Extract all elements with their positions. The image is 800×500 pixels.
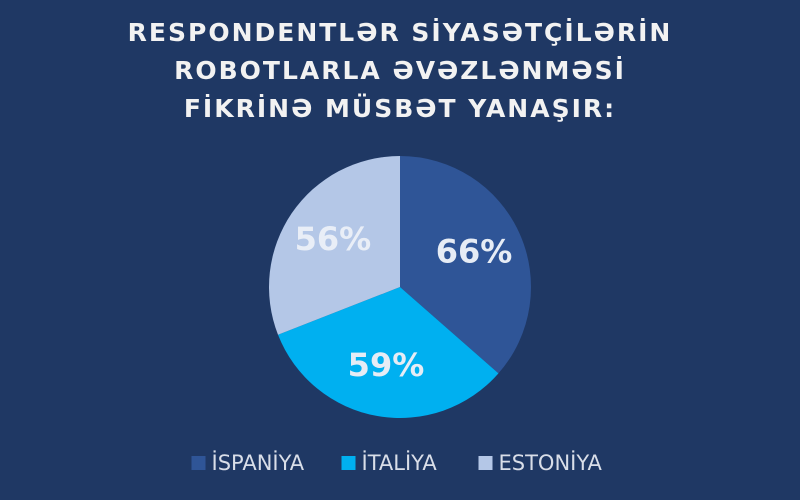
data-label: 59% <box>348 346 425 384</box>
legend-label: İTALİYA <box>362 450 438 475</box>
data-label: 66% <box>436 232 513 270</box>
legend-swatch <box>191 456 206 470</box>
chart-title: RESPONDENTLƏR SİYASƏTÇİLƏRİN ROBOTLARLA … <box>127 18 673 123</box>
legend-label: ESTONİYA <box>499 450 603 475</box>
legend-swatch <box>478 456 493 470</box>
legend-label: İSPANİYA <box>212 450 305 475</box>
pie-slice <box>400 156 532 374</box>
data-label: 56% <box>295 220 372 258</box>
legend-swatch <box>341 456 356 470</box>
pie-slice <box>278 287 499 419</box>
pie-slice <box>268 156 400 335</box>
